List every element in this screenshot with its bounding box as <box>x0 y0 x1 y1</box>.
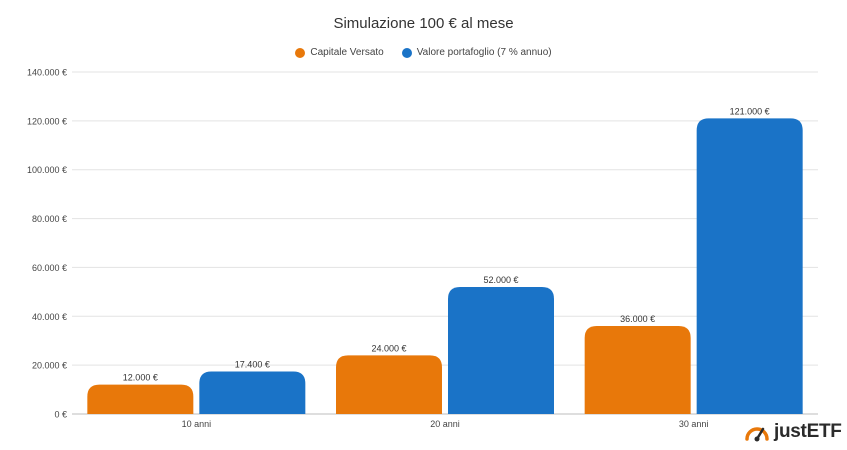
bar-valore-portafoglio <box>696 118 803 415</box>
x-tick-label: 20 anni <box>430 419 460 429</box>
data-label: 36.000 € <box>620 314 655 324</box>
legend-swatch-valore-portafoglio <box>401 47 412 58</box>
chart-legend: Capitale Versato Valore portafoglio (7 %… <box>0 47 847 58</box>
data-label: 52.000 € <box>483 275 518 285</box>
legend-label-capitale-versato: Capitale Versato <box>310 47 384 58</box>
logo-text: justETF <box>774 421 842 442</box>
legend-item-capitale-versato[interactable]: Capitale Versato <box>295 47 384 58</box>
speedometer-icon <box>745 427 769 442</box>
bar-capitale-versato <box>584 326 691 414</box>
justetf-logo: justETF <box>744 419 842 445</box>
y-tick-label: 0 € <box>54 410 67 420</box>
data-label: 24.000 € <box>371 343 406 353</box>
data-label: 17.400 € <box>235 359 270 369</box>
legend-swatch-capitale-versato <box>295 47 306 58</box>
legend-label-valore-portafoglio: Valore portafoglio (7 % annuo) <box>416 47 552 58</box>
bar-valore-portafoglio <box>448 286 554 414</box>
y-tick-label: 140.000 € <box>27 68 67 78</box>
chart-title: Simulazione 100 € al mese <box>333 15 514 32</box>
bar-valore-portafoglio <box>199 371 306 414</box>
legend-item-valore-portafoglio[interactable]: Valore portafoglio (7 % annuo) <box>401 47 552 58</box>
y-tick-label: 40.000 € <box>32 312 67 322</box>
y-tick-label: 80.000 € <box>32 214 67 224</box>
data-label: 121.000 € <box>730 106 770 116</box>
data-label: 12.000 € <box>123 373 158 383</box>
bar-capitale-versato <box>87 384 194 414</box>
y-tick-label: 120.000 € <box>27 116 67 126</box>
y-tick-label: 60.000 € <box>32 263 67 273</box>
y-tick-label: 100.000 € <box>27 165 67 175</box>
x-tick-label: 10 anni <box>182 419 212 429</box>
bar-capitale-versato <box>336 355 442 414</box>
y-tick-label: 20.000 € <box>32 361 67 371</box>
x-tick-label: 30 anni <box>679 419 709 429</box>
